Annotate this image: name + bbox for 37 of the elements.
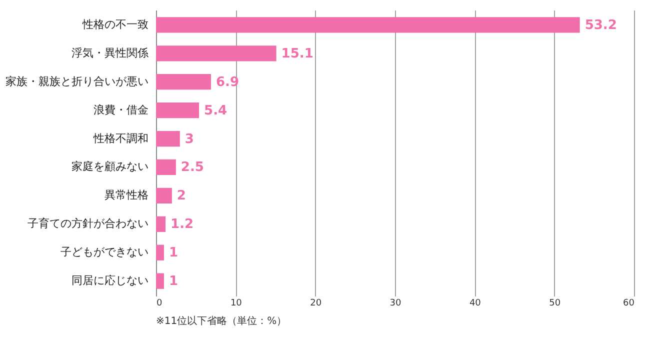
x-tick-label: 50 — [549, 298, 561, 308]
bar — [156, 216, 166, 232]
y-tick-label: 子育ての方針が合わない — [28, 217, 148, 230]
bar — [156, 17, 580, 33]
y-tick-label: 子どもができない — [60, 246, 148, 259]
y-tick-label: 家族・親族と折り合いが悪い — [6, 74, 148, 88]
y-tick-label: 浪費・借金 — [94, 103, 148, 116]
data-label: 2 — [176, 188, 186, 204]
y-tick-label: 同居に応じない — [72, 274, 148, 288]
bar — [156, 273, 164, 289]
data-label: 5.4 — [204, 103, 228, 118]
bar — [156, 46, 276, 62]
x-tick-label: 10 — [230, 298, 242, 308]
data-label: 1 — [168, 274, 178, 290]
bar — [156, 130, 180, 147]
bar — [156, 188, 172, 204]
x-tick-label: 40 — [469, 298, 482, 308]
bar — [156, 102, 200, 118]
bar — [156, 74, 211, 90]
y-tick-label: 異常性格 — [104, 188, 148, 202]
x-tick-label: 60 — [623, 298, 635, 308]
y-tick-label: 家庭を顧みない — [72, 160, 148, 174]
bar — [156, 159, 176, 176]
data-label: 3 — [184, 132, 194, 147]
data-label: 1 — [168, 246, 178, 261]
data-label: 53.2 — [584, 18, 617, 33]
data-label: 2.5 — [180, 160, 204, 176]
y-tick-label: 性格の不一致 — [82, 18, 148, 31]
x-tick-label: 30 — [390, 298, 402, 308]
bar — [156, 244, 164, 260]
y-tick-label: 性格不調和 — [92, 132, 148, 145]
x-tick-label: 20 — [310, 298, 322, 308]
x-tick-label: 0 — [156, 298, 162, 308]
y-tick-label: 浮気・異性関係 — [72, 46, 148, 60]
data-label: 15.1 — [281, 46, 314, 62]
data-label: 1.2 — [170, 217, 194, 232]
text: ※11位以下省略（単位：%） — [156, 315, 287, 327]
